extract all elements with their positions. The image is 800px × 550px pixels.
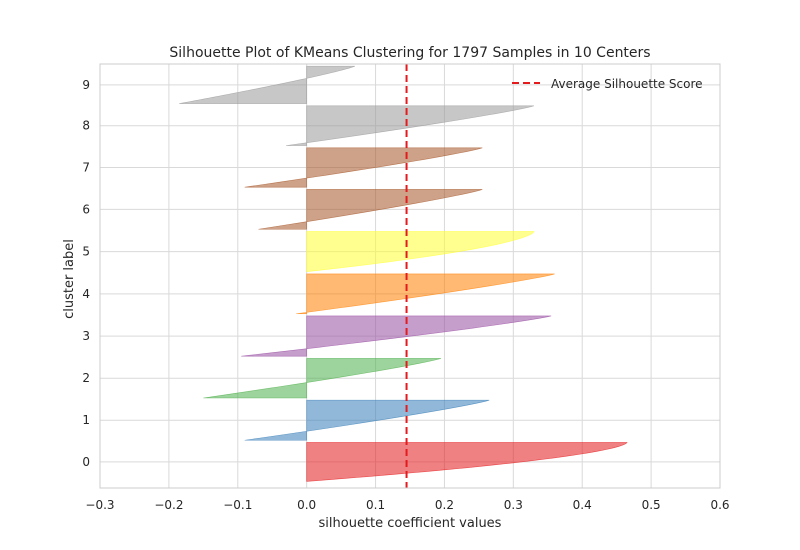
x-axis-label: silhouette coefficient values bbox=[319, 516, 502, 531]
y-tick-label: 4 bbox=[82, 287, 90, 301]
cluster-4-silhouette bbox=[296, 273, 555, 315]
cluster-9-silhouette bbox=[179, 65, 355, 104]
y-tick-label: 2 bbox=[82, 371, 90, 385]
y-tick-label: 5 bbox=[82, 245, 90, 259]
x-tick-label: 0.4 bbox=[573, 498, 592, 512]
cluster-2-silhouette bbox=[203, 358, 442, 399]
y-tick-label: 6 bbox=[82, 202, 90, 216]
y-tick-label: 3 bbox=[82, 329, 90, 343]
cluster-silhouettes bbox=[179, 65, 628, 482]
legend: Average Silhouette Score bbox=[512, 77, 703, 91]
x-tick-label: 0.5 bbox=[642, 498, 661, 512]
cluster-3-silhouette bbox=[241, 315, 552, 357]
cluster-1-silhouette bbox=[244, 399, 490, 441]
cluster-8-silhouette bbox=[285, 105, 535, 146]
x-tick-label: 0.3 bbox=[504, 498, 523, 512]
cluster-6-silhouette bbox=[258, 189, 483, 230]
x-tick-label: 0.1 bbox=[366, 498, 385, 512]
plot-frame bbox=[99, 63, 721, 489]
x-tick-label: −0.1 bbox=[223, 498, 252, 512]
cluster-7-silhouette bbox=[244, 147, 483, 188]
cluster-0-silhouette bbox=[306, 442, 628, 482]
x-tick-label: 0.0 bbox=[297, 498, 316, 512]
x-tick-label: −0.3 bbox=[85, 498, 114, 512]
x-tick-label: −0.2 bbox=[154, 498, 183, 512]
x-tick-labels: −0.3 −0.2 −0.1 0.0 0.1 0.2 0.3 0.4 0.5 0.6 bbox=[85, 498, 729, 512]
y-tick-label: 9 bbox=[82, 78, 90, 92]
y-tick-label: 7 bbox=[82, 161, 90, 175]
x-tick-label: 0.2 bbox=[435, 498, 454, 512]
y-tick-labels: 0 1 2 3 4 5 6 7 8 9 bbox=[82, 78, 90, 469]
y-tick-label: 8 bbox=[82, 119, 90, 133]
chart-title: Silhouette Plot of KMeans Clustering for… bbox=[169, 45, 650, 61]
x-tick-label: 0.6 bbox=[710, 498, 729, 512]
cluster-5-silhouette bbox=[306, 231, 535, 273]
y-tick-label: 1 bbox=[82, 413, 90, 427]
y-tick-label: 0 bbox=[82, 455, 90, 469]
legend-label: Average Silhouette Score bbox=[551, 77, 703, 91]
y-axis-label: cluster label bbox=[62, 239, 77, 319]
